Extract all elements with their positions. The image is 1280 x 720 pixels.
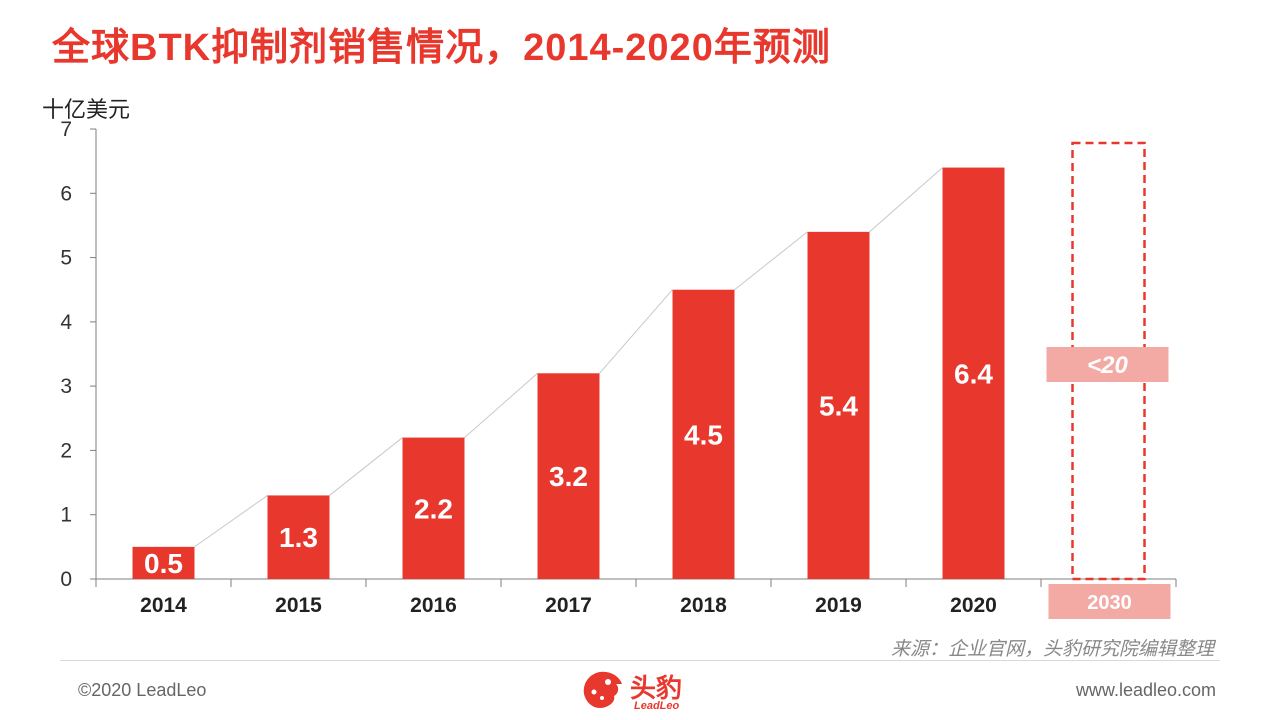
bar-chart: 0 1 2 3 4 5 6 7 0.5 2014 1.3 2015 2.2 2016 3.2 2017 4.5… — [60, 118, 1177, 619]
trend-line-segment — [734, 231, 808, 291]
y-tick-label: 1 — [60, 504, 72, 527]
data-label-2017: 3.2 — [549, 461, 588, 492]
y-tick-label: 5 — [60, 247, 72, 270]
x-tick-label-2019: 2019 — [815, 594, 862, 617]
footer-divider — [60, 660, 1220, 661]
bar-2019 — [807, 231, 870, 579]
bar-2015 — [267, 495, 330, 579]
copyright-text: ©2020 LeadLeo — [78, 680, 207, 700]
y-tick-label: 3 — [60, 375, 72, 398]
x-tick-label-2017: 2017 — [545, 594, 592, 617]
x-tick-label-2018: 2018 — [680, 594, 727, 617]
website-link[interactable]: www.leadleo.com — [1075, 680, 1216, 700]
forecast-year-label: 2030 — [1087, 592, 1132, 614]
bar-2016 — [402, 437, 465, 579]
y-tick-label: 0 — [60, 568, 72, 591]
logo-subtext: LeadLeo — [634, 700, 680, 712]
x-tick-label-2015: 2015 — [275, 594, 322, 617]
forecast-year-box — [1048, 584, 1171, 619]
y-tick-label: 7 — [60, 118, 72, 141]
x-tick-label-2016: 2016 — [410, 594, 457, 617]
y-tick-label: 4 — [60, 311, 72, 334]
trend-line-segment — [869, 167, 943, 233]
leadleo-logo: 头豹 LeadLeo — [578, 664, 708, 718]
bar-2017 — [537, 373, 600, 579]
trend-line-segment — [599, 289, 673, 374]
data-label-2015: 1.3 — [279, 522, 318, 553]
trend-line-group — [194, 167, 943, 548]
x-tick-label-2020: 2020 — [950, 594, 997, 617]
trend-line-segment — [329, 437, 403, 496]
logo-text: 头豹 — [630, 673, 683, 703]
bar-2014 — [132, 546, 195, 579]
data-label-2016: 2.2 — [414, 493, 453, 524]
data-label-2018: 4.5 — [684, 419, 723, 450]
source-note: 来源：企业官网，头豹研究院编辑整理 — [890, 639, 1214, 660]
forecast-value-label: <20 — [1087, 352, 1128, 379]
leopard-head-icon — [583, 671, 622, 708]
y-tick-label: 2 — [60, 439, 72, 462]
x-tick-label-2014: 2014 — [140, 594, 187, 617]
labels-group: 0.5 2014 1.3 2015 2.2 2016 3.2 2017 4.5 2018 5.4 20… — [140, 358, 997, 617]
bars-group — [132, 167, 1005, 580]
bar-2020 — [942, 167, 1005, 580]
trend-line-segment — [464, 372, 538, 438]
bar-2018 — [672, 289, 735, 579]
chart-axes: 0 1 2 3 4 5 6 7 — [60, 118, 1177, 591]
data-label-2019: 5.4 — [819, 390, 858, 421]
y-axis-unit-label: 十亿美元 — [42, 97, 131, 122]
data-label-2020: 6.4 — [954, 358, 993, 389]
data-label-2014: 0.5 — [144, 548, 183, 579]
chart-title: 全球BTK抑制剂销售情况，2014-2020年预测 — [52, 27, 831, 69]
y-tick-label: 6 — [60, 182, 72, 205]
forecast-group: <20 2030 — [1046, 141, 1171, 619]
forecast-value-box — [1046, 347, 1169, 382]
trend-line-segment — [194, 495, 268, 548]
